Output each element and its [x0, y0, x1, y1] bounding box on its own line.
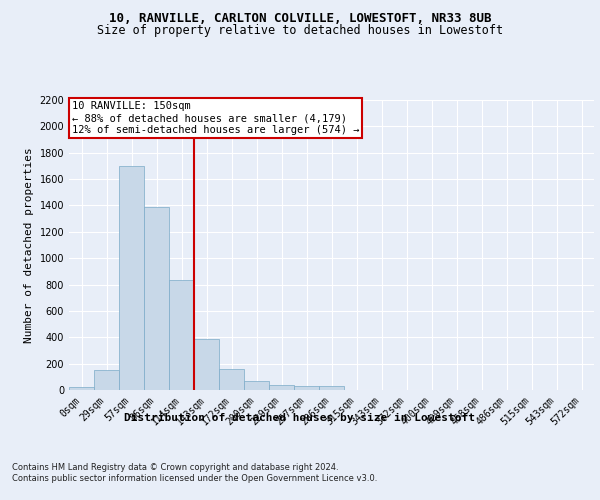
- Text: Contains HM Land Registry data © Crown copyright and database right 2024.: Contains HM Land Registry data © Crown c…: [12, 462, 338, 471]
- Bar: [194, 339, 219, 390]
- Text: Contains public sector information licensed under the Open Government Licence v3: Contains public sector information licen…: [12, 474, 377, 483]
- Bar: [219, 369, 244, 390]
- Bar: [319, 386, 344, 390]
- Bar: [119, 166, 144, 390]
- Bar: [94, 370, 119, 390]
- Y-axis label: Number of detached properties: Number of detached properties: [24, 147, 34, 343]
- Text: Size of property relative to detached houses in Lowestoft: Size of property relative to detached ho…: [97, 24, 503, 37]
- Text: 10 RANVILLE: 150sqm
← 88% of detached houses are smaller (4,179)
12% of semi-det: 10 RANVILLE: 150sqm ← 88% of detached ho…: [71, 102, 359, 134]
- Text: Distribution of detached houses by size in Lowestoft: Distribution of detached houses by size …: [125, 412, 476, 422]
- Bar: [269, 384, 294, 390]
- Bar: [244, 382, 269, 390]
- Bar: [294, 386, 319, 390]
- Bar: [144, 207, 169, 390]
- Bar: [169, 280, 194, 390]
- Bar: [69, 388, 94, 390]
- Text: 10, RANVILLE, CARLTON COLVILLE, LOWESTOFT, NR33 8UB: 10, RANVILLE, CARLTON COLVILLE, LOWESTOF…: [109, 12, 491, 26]
